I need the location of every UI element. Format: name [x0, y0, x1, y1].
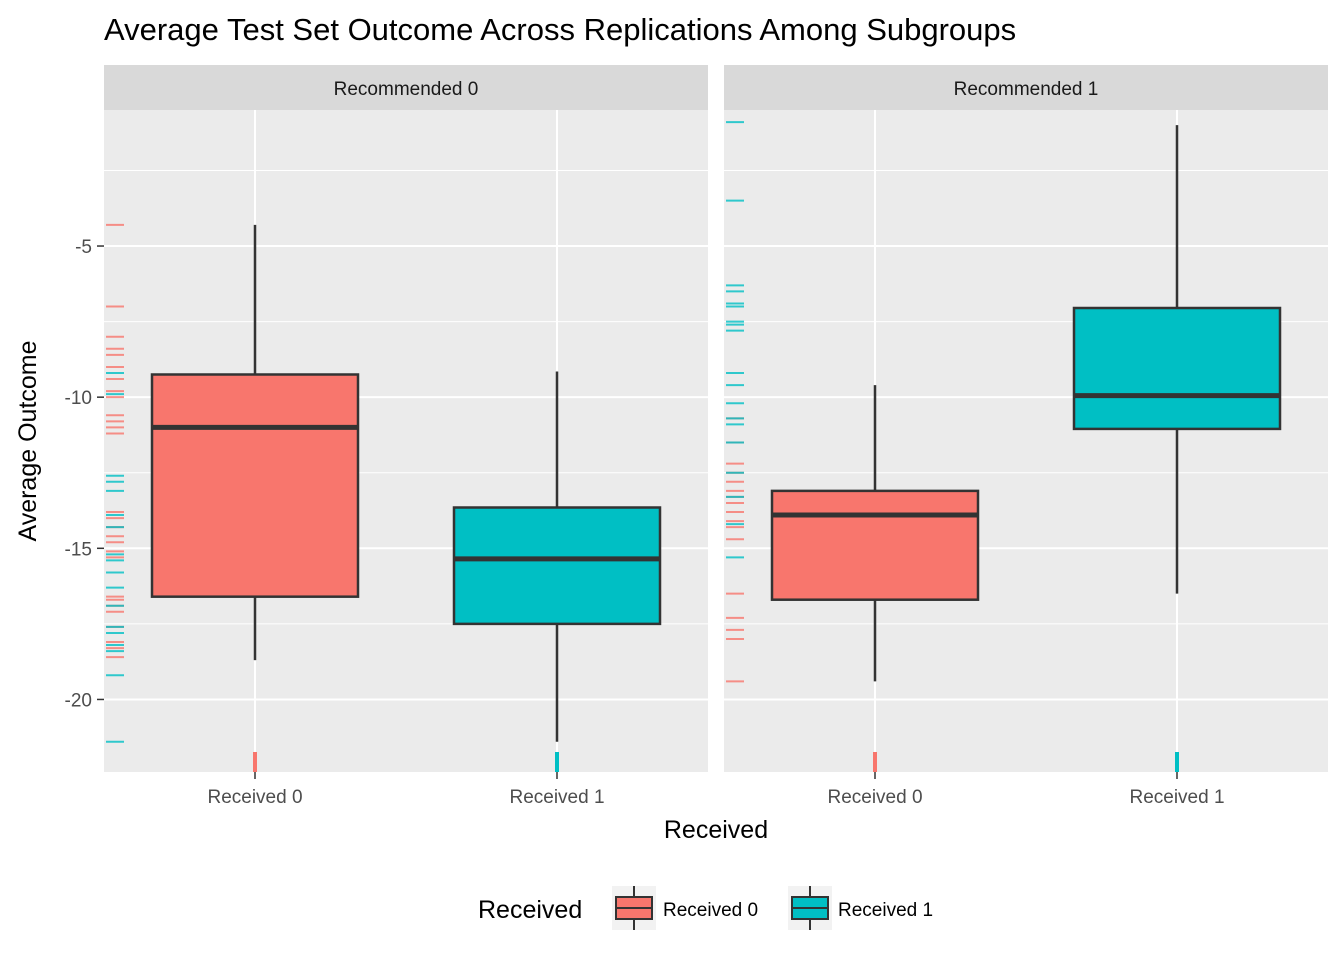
- facet-panel-0: Recommended 0 Received 0 Received 1: [104, 65, 708, 808]
- legend-title: Received: [478, 896, 582, 924]
- y-tick-label: -15: [65, 539, 92, 560]
- box: [452, 506, 662, 626]
- y-tick-label: -20: [65, 690, 92, 711]
- y-tick-label: -10: [65, 388, 92, 409]
- facet-strip-label: Recommended 0: [334, 79, 479, 100]
- facet-strip-label: Recommended 1: [954, 79, 1099, 100]
- x-tick-label: Received 0: [207, 787, 302, 808]
- legend: Received Received 0 Received 1: [478, 886, 933, 930]
- box: [150, 373, 360, 598]
- y-tick-label: -5: [75, 237, 92, 258]
- facet-strip: [724, 65, 1328, 110]
- box: [1072, 306, 1282, 431]
- legend-entry-label: Received 1: [838, 900, 933, 921]
- facet-strip: [104, 65, 708, 110]
- x-tick-label: Received 1: [509, 787, 604, 808]
- legend-entry-label: Received 0: [663, 900, 758, 921]
- x-tick-label: Received 0: [827, 787, 922, 808]
- y-axis-title: Average Outcome: [14, 340, 42, 541]
- x-tick-label: Received 1: [1129, 787, 1224, 808]
- panel-background: [724, 110, 1328, 772]
- facet-panel-1: Recommended 1 Received 0 Received 1: [724, 65, 1328, 808]
- box: [770, 489, 980, 601]
- x-axis-title: Received: [664, 816, 768, 844]
- chart-title: Average Test Set Outcome Across Replicat…: [104, 12, 1016, 47]
